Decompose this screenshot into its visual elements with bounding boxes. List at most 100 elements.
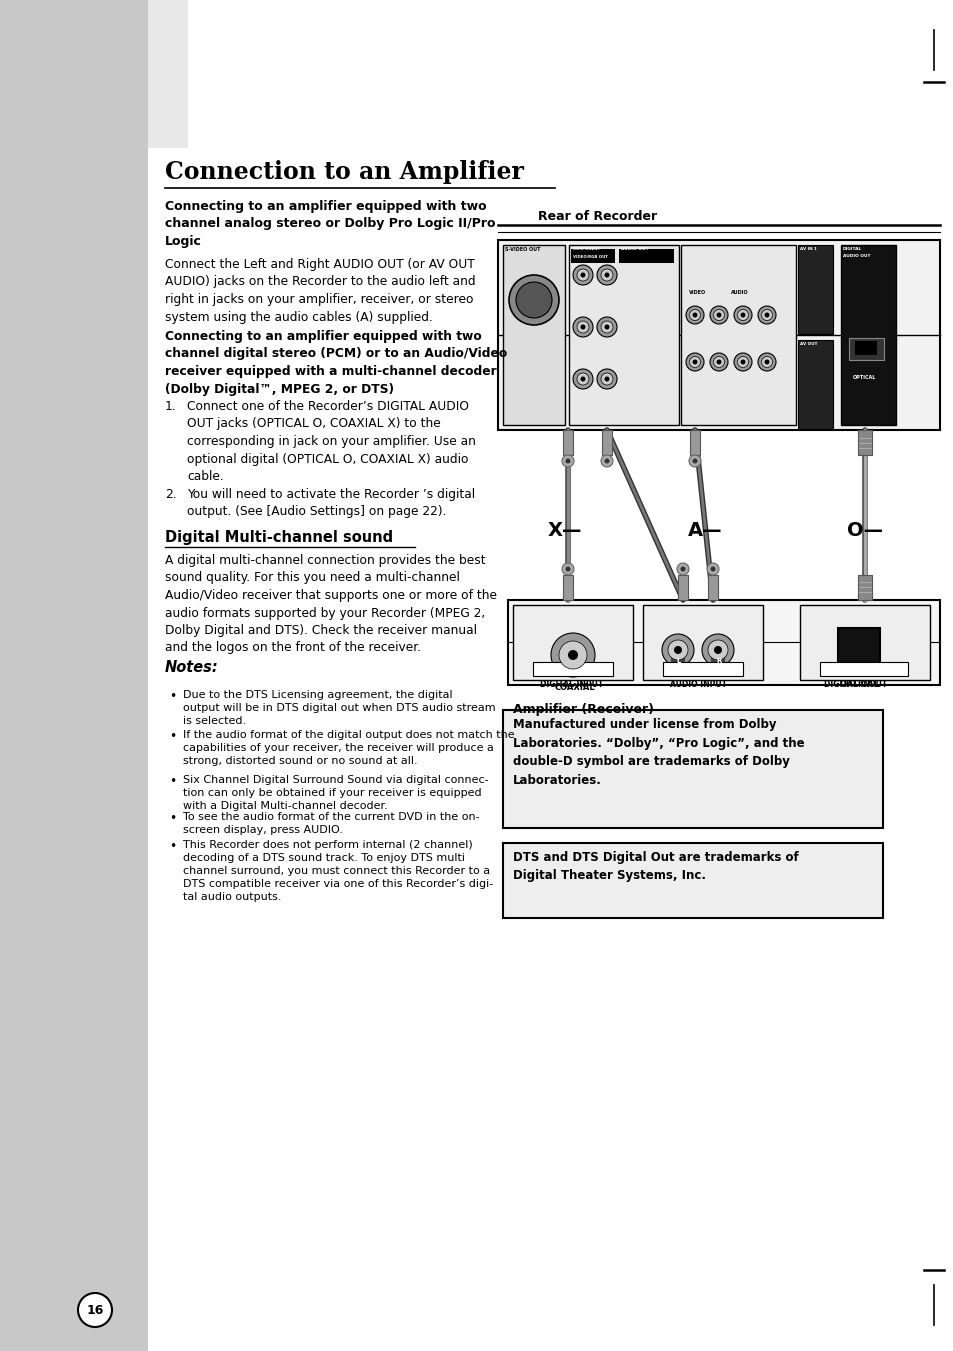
- Circle shape: [707, 640, 727, 661]
- Circle shape: [709, 353, 727, 372]
- Bar: [507, 600, 939, 685]
- Bar: [502, 245, 564, 426]
- Circle shape: [733, 305, 751, 324]
- Text: Connecting to an amplifier equipped with two
channel analog stereo or Dolby Pro : Connecting to an amplifier equipped with…: [165, 200, 495, 249]
- Text: AUDIO OUT: AUDIO OUT: [620, 247, 648, 251]
- Text: A—: A—: [687, 520, 721, 539]
- Bar: [678, 576, 687, 600]
- Circle shape: [716, 359, 720, 365]
- Circle shape: [597, 369, 617, 389]
- Text: To see the audio format of the current DVD in the on-
screen display, press AUDI: To see the audio format of the current D…: [183, 812, 479, 835]
- Text: DTS and DTS Digital Out are trademarks of
Digital Theater Systems, Inc.: DTS and DTS Digital Out are trademarks o…: [513, 851, 798, 882]
- Text: •: •: [169, 690, 176, 703]
- Circle shape: [597, 265, 617, 285]
- Circle shape: [713, 309, 723, 320]
- Circle shape: [579, 273, 585, 277]
- Circle shape: [763, 312, 769, 317]
- Circle shape: [573, 369, 593, 389]
- Circle shape: [516, 282, 552, 317]
- Circle shape: [713, 646, 721, 654]
- Circle shape: [600, 373, 613, 385]
- Text: AUDIO OUT: AUDIO OUT: [842, 254, 869, 258]
- Bar: [502, 711, 882, 828]
- Bar: [502, 843, 882, 917]
- Circle shape: [561, 563, 574, 576]
- Text: OPTICAL: OPTICAL: [852, 376, 876, 380]
- Circle shape: [685, 353, 703, 372]
- Bar: [642, 605, 762, 680]
- Text: •: •: [169, 775, 176, 788]
- Text: X—: X—: [547, 520, 581, 539]
- Text: Connection to an Amplifier: Connection to an Amplifier: [165, 159, 523, 184]
- Text: Connecting to an amplifier equipped with two
channel digital stereo (PCM) or to : Connecting to an amplifier equipped with…: [165, 330, 507, 396]
- Circle shape: [577, 322, 588, 332]
- Circle shape: [600, 322, 613, 332]
- Bar: [618, 249, 673, 263]
- Circle shape: [565, 458, 570, 463]
- Text: DIGITAL INPUT: DIGITAL INPUT: [539, 680, 602, 689]
- Text: Connect the Left and Right AUDIO OUT (or AV OUT
AUDIO) jacks on the Recorder to : Connect the Left and Right AUDIO OUT (or…: [165, 258, 476, 323]
- Circle shape: [716, 312, 720, 317]
- Circle shape: [688, 455, 700, 467]
- Text: AV IN 1: AV IN 1: [800, 247, 816, 251]
- Text: •: •: [169, 840, 176, 852]
- Text: AUDIO INPUT: AUDIO INPUT: [669, 680, 726, 689]
- Circle shape: [706, 563, 719, 576]
- Circle shape: [740, 312, 744, 317]
- Bar: [857, 430, 871, 455]
- Circle shape: [692, 359, 697, 365]
- Bar: [568, 245, 679, 426]
- Text: COMPONENT: COMPONENT: [573, 247, 600, 251]
- Circle shape: [577, 269, 588, 281]
- Circle shape: [709, 305, 727, 324]
- Text: This Recorder does not perform internal (2 channel)
decoding of a DTS sound trac: This Recorder does not perform internal …: [183, 840, 493, 902]
- Circle shape: [733, 353, 751, 372]
- Circle shape: [763, 359, 769, 365]
- Text: If the audio format of the digital output does not match the
capabilities of you: If the audio format of the digital outpu…: [183, 730, 514, 766]
- Text: You will need to activate the Recorder ’s digital
output. (See [Audio Settings] : You will need to activate the Recorder ’…: [187, 488, 475, 519]
- Bar: [662, 662, 742, 676]
- Circle shape: [597, 317, 617, 336]
- Bar: [820, 662, 907, 676]
- Text: Digital Multi-channel sound: Digital Multi-channel sound: [165, 530, 393, 544]
- Circle shape: [689, 357, 700, 367]
- Bar: [497, 240, 939, 430]
- Bar: [148, 0, 188, 149]
- Text: Amplifier (Receiver): Amplifier (Receiver): [513, 703, 654, 716]
- Bar: [670, 657, 684, 667]
- Circle shape: [661, 634, 693, 666]
- Circle shape: [78, 1293, 112, 1327]
- Bar: [571, 249, 615, 263]
- Circle shape: [600, 455, 613, 467]
- Circle shape: [579, 377, 585, 381]
- Circle shape: [667, 640, 687, 661]
- Text: AUDIO: AUDIO: [730, 290, 748, 295]
- Circle shape: [679, 566, 685, 571]
- Text: OPTICAL: OPTICAL: [840, 680, 879, 689]
- Text: AV OUT: AV OUT: [800, 342, 817, 346]
- Circle shape: [600, 269, 613, 281]
- Circle shape: [685, 305, 703, 324]
- Text: S-VIDEO OUT: S-VIDEO OUT: [504, 247, 540, 253]
- Text: O—: O—: [846, 520, 882, 539]
- Bar: [848, 338, 883, 359]
- Circle shape: [604, 458, 609, 463]
- Bar: [533, 662, 613, 676]
- Circle shape: [509, 276, 558, 326]
- Circle shape: [577, 373, 588, 385]
- Circle shape: [760, 309, 772, 320]
- Bar: [854, 340, 876, 355]
- Bar: [797, 245, 832, 334]
- Bar: [513, 605, 633, 680]
- Circle shape: [579, 324, 585, 330]
- Circle shape: [677, 563, 688, 576]
- Text: •: •: [169, 730, 176, 743]
- Bar: [841, 245, 895, 426]
- Text: Due to the DTS Licensing agreement, the digital
output will be in DTS digital ou: Due to the DTS Licensing agreement, the …: [183, 690, 496, 725]
- Circle shape: [740, 359, 744, 365]
- Bar: [797, 340, 832, 430]
- Bar: [562, 576, 573, 600]
- Circle shape: [737, 357, 748, 367]
- Circle shape: [713, 357, 723, 367]
- Text: L: L: [676, 658, 679, 663]
